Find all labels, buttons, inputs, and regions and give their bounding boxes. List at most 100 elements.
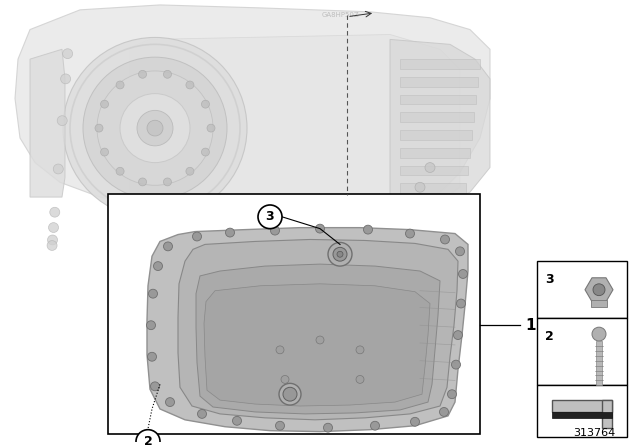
Circle shape <box>425 163 435 172</box>
Text: 313764: 313764 <box>573 427 615 438</box>
Circle shape <box>415 182 425 192</box>
Circle shape <box>186 81 194 89</box>
Polygon shape <box>196 264 440 414</box>
Circle shape <box>193 232 202 241</box>
Text: 3: 3 <box>545 273 554 286</box>
Circle shape <box>100 148 109 156</box>
Bar <box>108 194 480 434</box>
Circle shape <box>207 124 215 132</box>
Bar <box>537 261 627 319</box>
Circle shape <box>451 360 461 369</box>
Circle shape <box>57 116 67 125</box>
Bar <box>602 400 612 428</box>
Circle shape <box>186 167 194 175</box>
Circle shape <box>281 375 289 383</box>
Circle shape <box>148 289 157 298</box>
Circle shape <box>47 241 57 250</box>
Circle shape <box>328 242 352 266</box>
Circle shape <box>116 81 124 89</box>
Circle shape <box>440 235 449 244</box>
Bar <box>400 148 470 158</box>
Circle shape <box>456 247 465 256</box>
Polygon shape <box>15 5 490 215</box>
Polygon shape <box>178 240 458 420</box>
Circle shape <box>120 94 190 163</box>
Circle shape <box>136 430 160 448</box>
Circle shape <box>63 49 73 59</box>
Bar <box>552 400 612 412</box>
Bar <box>400 95 476 104</box>
Polygon shape <box>130 34 460 215</box>
Circle shape <box>316 336 324 344</box>
Bar <box>400 77 478 87</box>
Circle shape <box>138 70 147 78</box>
Circle shape <box>100 100 109 108</box>
Circle shape <box>47 235 58 245</box>
Circle shape <box>258 205 282 228</box>
Circle shape <box>198 409 207 418</box>
Circle shape <box>316 224 324 233</box>
Circle shape <box>454 331 463 340</box>
Circle shape <box>138 178 147 186</box>
Bar <box>552 412 612 418</box>
Circle shape <box>53 164 63 174</box>
Bar <box>400 112 474 122</box>
Circle shape <box>276 346 284 354</box>
Circle shape <box>592 327 606 341</box>
Circle shape <box>356 346 364 354</box>
Circle shape <box>95 124 103 132</box>
Circle shape <box>225 228 234 237</box>
Polygon shape <box>204 284 430 406</box>
Circle shape <box>97 71 213 185</box>
Circle shape <box>147 352 157 361</box>
Circle shape <box>593 284 605 296</box>
Text: GA8HP50Z: GA8HP50Z <box>321 12 359 18</box>
Circle shape <box>440 408 449 416</box>
Bar <box>537 319 627 385</box>
Polygon shape <box>30 49 65 197</box>
Circle shape <box>371 421 380 430</box>
Circle shape <box>147 321 156 330</box>
Polygon shape <box>585 278 613 302</box>
Bar <box>596 341 602 385</box>
Circle shape <box>63 38 247 219</box>
Text: 1: 1 <box>525 318 536 333</box>
Circle shape <box>163 242 173 251</box>
Circle shape <box>49 223 58 233</box>
Polygon shape <box>390 39 490 212</box>
Circle shape <box>410 418 419 426</box>
Circle shape <box>271 226 280 235</box>
Circle shape <box>458 270 467 278</box>
Circle shape <box>163 178 172 186</box>
Circle shape <box>406 229 415 238</box>
Bar <box>537 385 627 436</box>
Circle shape <box>154 262 163 271</box>
Text: 2: 2 <box>545 330 554 343</box>
Bar <box>400 130 472 140</box>
Circle shape <box>166 398 175 406</box>
Circle shape <box>405 197 415 207</box>
Circle shape <box>150 382 159 391</box>
Circle shape <box>116 167 124 175</box>
Circle shape <box>447 390 456 399</box>
Polygon shape <box>147 228 468 431</box>
Circle shape <box>456 299 465 308</box>
Circle shape <box>275 421 285 430</box>
Circle shape <box>364 225 372 234</box>
Bar <box>400 183 466 193</box>
Circle shape <box>232 416 241 425</box>
Circle shape <box>202 100 209 108</box>
Circle shape <box>83 57 227 199</box>
Circle shape <box>323 423 333 432</box>
Bar <box>400 59 480 69</box>
Circle shape <box>337 251 343 257</box>
Text: 2: 2 <box>143 435 152 448</box>
Bar <box>400 166 468 176</box>
Circle shape <box>202 148 209 156</box>
Circle shape <box>163 70 172 78</box>
Circle shape <box>61 74 70 84</box>
Circle shape <box>283 388 297 401</box>
Circle shape <box>50 207 60 217</box>
Bar <box>591 300 607 307</box>
Circle shape <box>137 110 173 146</box>
